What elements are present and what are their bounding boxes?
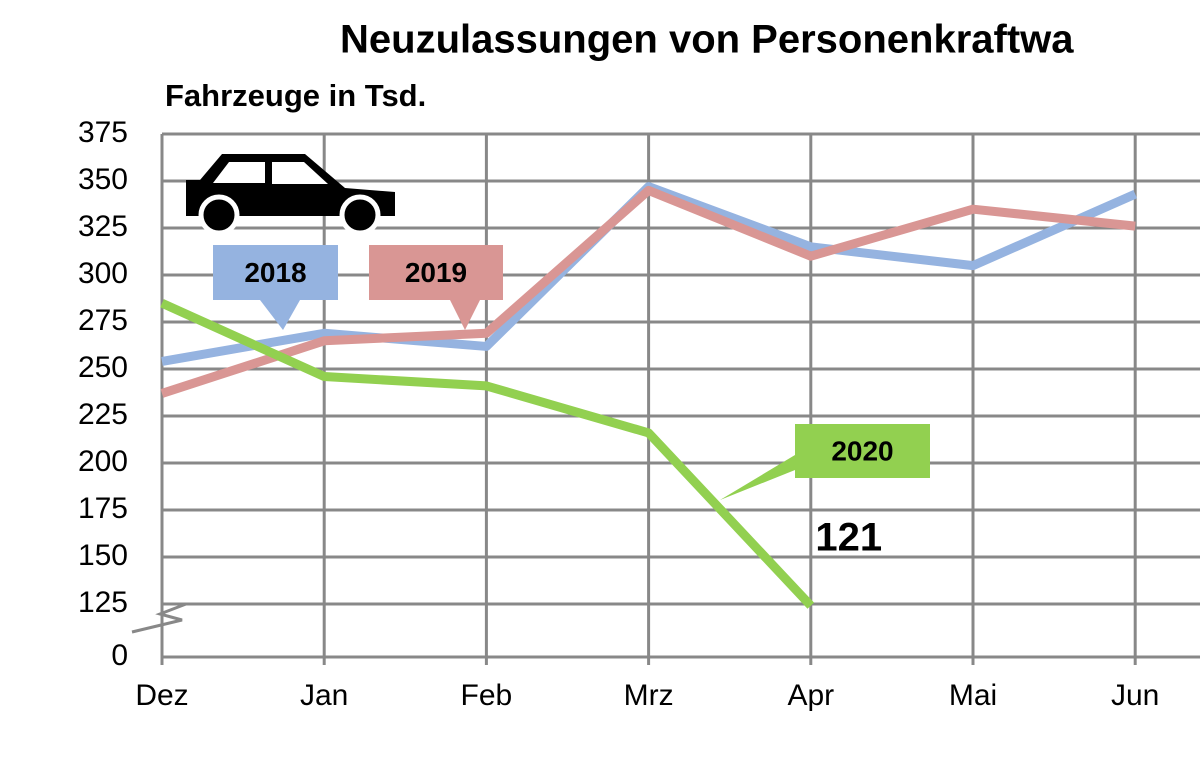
y-tick-label: 375 bbox=[78, 116, 128, 149]
x-tick-label: Feb bbox=[461, 679, 513, 712]
series-line bbox=[160, 185, 1136, 398]
callouts: 2018 2019 2020 bbox=[213, 245, 930, 500]
chart-subtitle: Fahrzeuge in Tsd. bbox=[165, 78, 426, 113]
y-tick-label: 250 bbox=[78, 351, 128, 384]
data-label: 121 bbox=[815, 515, 882, 559]
y-tick-label: 300 bbox=[78, 257, 128, 290]
legend-box bbox=[795, 424, 930, 478]
x-tick-label: Jan bbox=[300, 679, 348, 712]
axis-break bbox=[131, 602, 187, 634]
y-tick-label: 350 bbox=[78, 163, 128, 196]
series-line bbox=[160, 299, 815, 609]
y-tick-label: 325 bbox=[78, 210, 128, 243]
legend-box bbox=[369, 245, 503, 300]
legend-label: 2019 bbox=[405, 257, 467, 288]
chart-title: Neuzulassungen von Personenkraftwa bbox=[340, 18, 1074, 62]
y-tick-label: 125 bbox=[78, 586, 128, 619]
legend-label: 2020 bbox=[831, 435, 893, 466]
y-tick-label: 175 bbox=[78, 492, 128, 525]
car-icon bbox=[186, 154, 395, 236]
lines bbox=[160, 182, 1138, 609]
callout-pointer bbox=[450, 300, 480, 330]
y-tick-label: 0 bbox=[111, 639, 128, 672]
x-tick-label: Apr bbox=[787, 679, 834, 712]
legend-label: 2018 bbox=[244, 257, 306, 288]
x-tick-label: Mai bbox=[949, 679, 997, 712]
y-tick-label: 275 bbox=[78, 304, 128, 337]
y-tick-label: 225 bbox=[78, 398, 128, 431]
legend-box bbox=[213, 245, 338, 300]
callout-pointer bbox=[260, 300, 300, 330]
x-tick-label: Jun bbox=[1111, 679, 1159, 712]
y-tick-label: 150 bbox=[78, 539, 128, 572]
callout-pointer bbox=[720, 452, 800, 500]
x-tick-label: Dez bbox=[135, 679, 188, 712]
y-tick-label: 200 bbox=[78, 445, 128, 478]
x-tick-label: Mrz bbox=[624, 679, 674, 712]
